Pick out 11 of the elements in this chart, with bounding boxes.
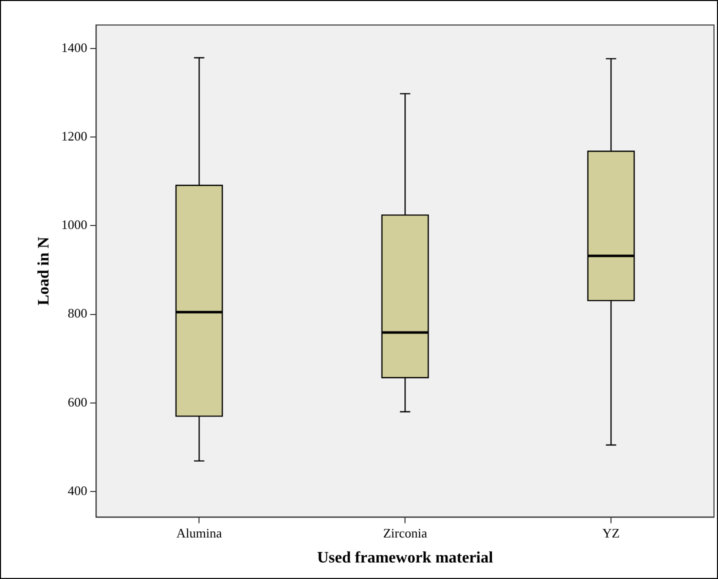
y-tick-label: 400: [68, 482, 88, 498]
y-tick-label: 1200: [61, 128, 88, 144]
y-tick-label: 600: [68, 394, 88, 410]
x-tick-label: Alumina: [176, 525, 222, 540]
x-tick-label: YZ: [602, 525, 620, 540]
y-tick-label: 1400: [61, 40, 88, 55]
x-axis-title: Used framework material: [317, 550, 494, 567]
y-axis-title: Load in N: [36, 236, 53, 306]
y-tick-label: 1000: [61, 217, 88, 232]
x-tick-label: Zirconia: [383, 525, 428, 540]
y-tick-label: 800: [68, 306, 88, 321]
